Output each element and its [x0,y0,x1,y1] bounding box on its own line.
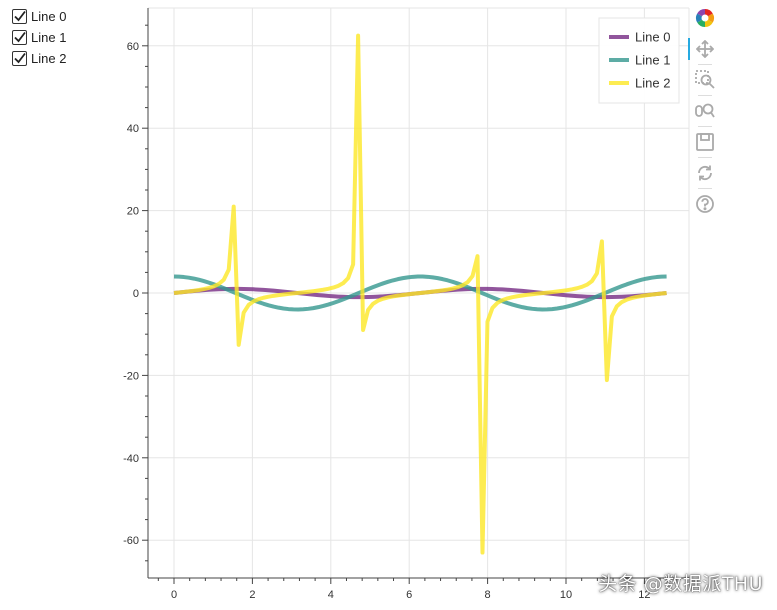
x-tick-label: 0 [171,589,177,601]
y-tick-label: -20 [123,370,139,382]
checkbox-box[interactable] [12,51,27,66]
y-tick-label: -60 [123,535,139,547]
y-tick-label: 40 [127,123,139,135]
checkbox-label: Line 1 [31,30,67,45]
checkbox-label: Line 2 [31,51,67,66]
checkbox-line-0[interactable]: Line 0 [12,6,132,27]
plot-toolbar [688,5,720,222]
x-tick-label: 4 [328,589,334,601]
legend-label-1: Line 1 [635,53,670,68]
y-tick-label: -40 [123,453,139,465]
checkbox-box[interactable] [12,30,27,45]
checkbox-label: Line 0 [31,9,67,24]
checkbox-line-1[interactable]: Line 1 [12,27,132,48]
check-icon [14,10,26,22]
watermark-text: 头条 @数据派THU [598,573,763,595]
legend-label-0: Line 0 [635,30,670,45]
y-tick-label: 0 [133,288,139,300]
checkbox-line-2[interactable]: Line 2 [12,48,132,69]
box-zoom-tool-icon[interactable] [692,67,718,93]
x-tick-label: 10 [560,589,572,601]
check-icon [14,31,26,43]
checkbox-box[interactable] [12,9,27,24]
x-tick-label: 12 [638,589,650,601]
y-tick-label: 20 [127,206,139,218]
line-visibility-checkbox-group: Line 0 Line 1 Line 2 [12,6,132,69]
toolbar-separator [698,95,712,96]
toolbar-separator [698,126,712,127]
toolbar-separator [698,64,712,65]
x-tick-label: 8 [485,589,491,601]
toolbar-separator [698,188,712,189]
reset-tool-icon[interactable] [692,160,718,186]
wheel-zoom-tool-icon[interactable] [692,98,718,124]
series-group [173,33,667,555]
save-tool-icon[interactable] [692,129,718,155]
help-tool-icon[interactable] [692,191,718,217]
pan-tool-icon[interactable] [688,36,718,62]
check-icon [14,52,26,64]
toolbar-separator [698,157,712,158]
legend-label-2: Line 2 [635,76,670,91]
bokeh-logo-icon[interactable] [692,5,718,31]
y-tick-label: 60 [127,41,139,53]
x-tick-label: 2 [249,589,255,601]
x-tick-label: 6 [406,589,412,601]
series-line-2 [173,33,667,555]
legend: Line 0 Line 1 Line 2 [598,17,680,104]
